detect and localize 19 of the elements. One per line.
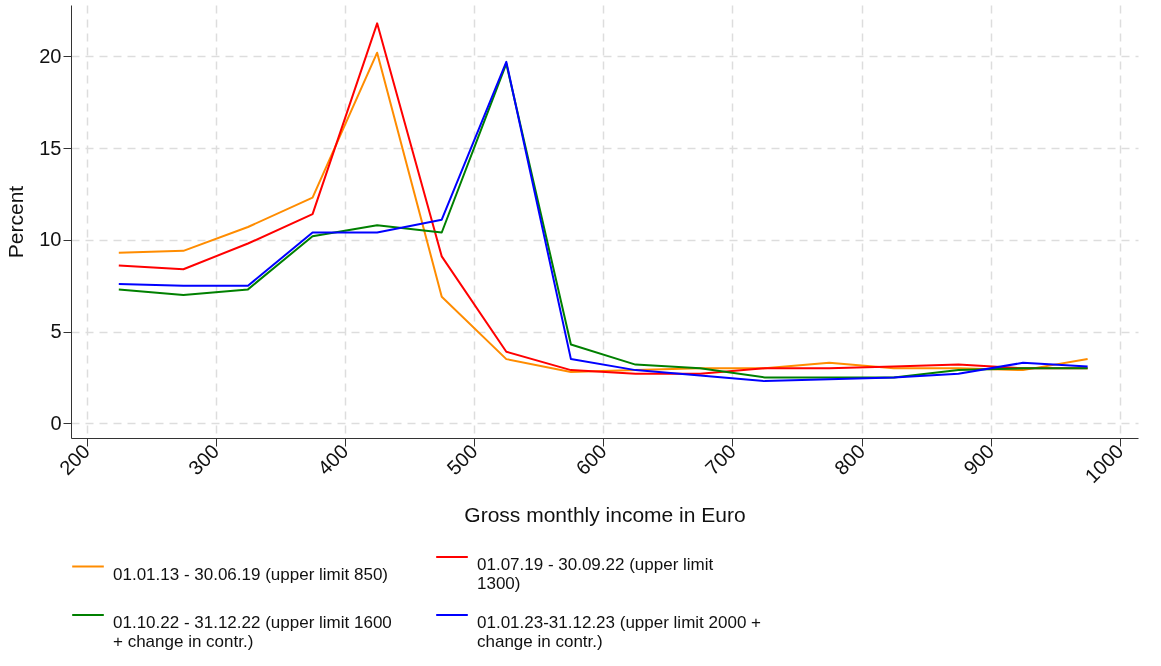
x-axis-title: Gross monthly income in Euro (464, 503, 746, 527)
y-tick-label: 15 (39, 136, 62, 159)
x-tick-label: 400 (313, 440, 353, 480)
y-tick-label: 10 (39, 228, 62, 251)
y-tick-label: 0 (50, 411, 62, 434)
y-tick-label: 5 (50, 320, 62, 343)
legend-label: 01.01.13 - 30.06.19 (upper limit 850) (113, 564, 389, 584)
x-tick-label: 800 (829, 440, 870, 480)
x-tick-label: 900 (959, 440, 999, 480)
x-tick-label: 300 (184, 440, 224, 480)
x-tick-label: 600 (571, 440, 611, 480)
legend-label: 01.07.19 - 30.09.22 (upper limit 1300) (477, 555, 714, 593)
y-tick-label: 20 (39, 44, 62, 67)
legend-label: 01.01.23-31.12.23 (upper limit 2000 + change in contr.) (477, 613, 762, 651)
x-tick-label: 500 (442, 440, 482, 480)
legend-label: 01.10.22 - 31.12.22 (upper limit 1600 + change in contr.) (113, 613, 392, 651)
x-tick-label: 700 (700, 440, 740, 480)
x-tick-label: 200 (54, 440, 95, 480)
y-axis-title: Percent (4, 185, 28, 259)
